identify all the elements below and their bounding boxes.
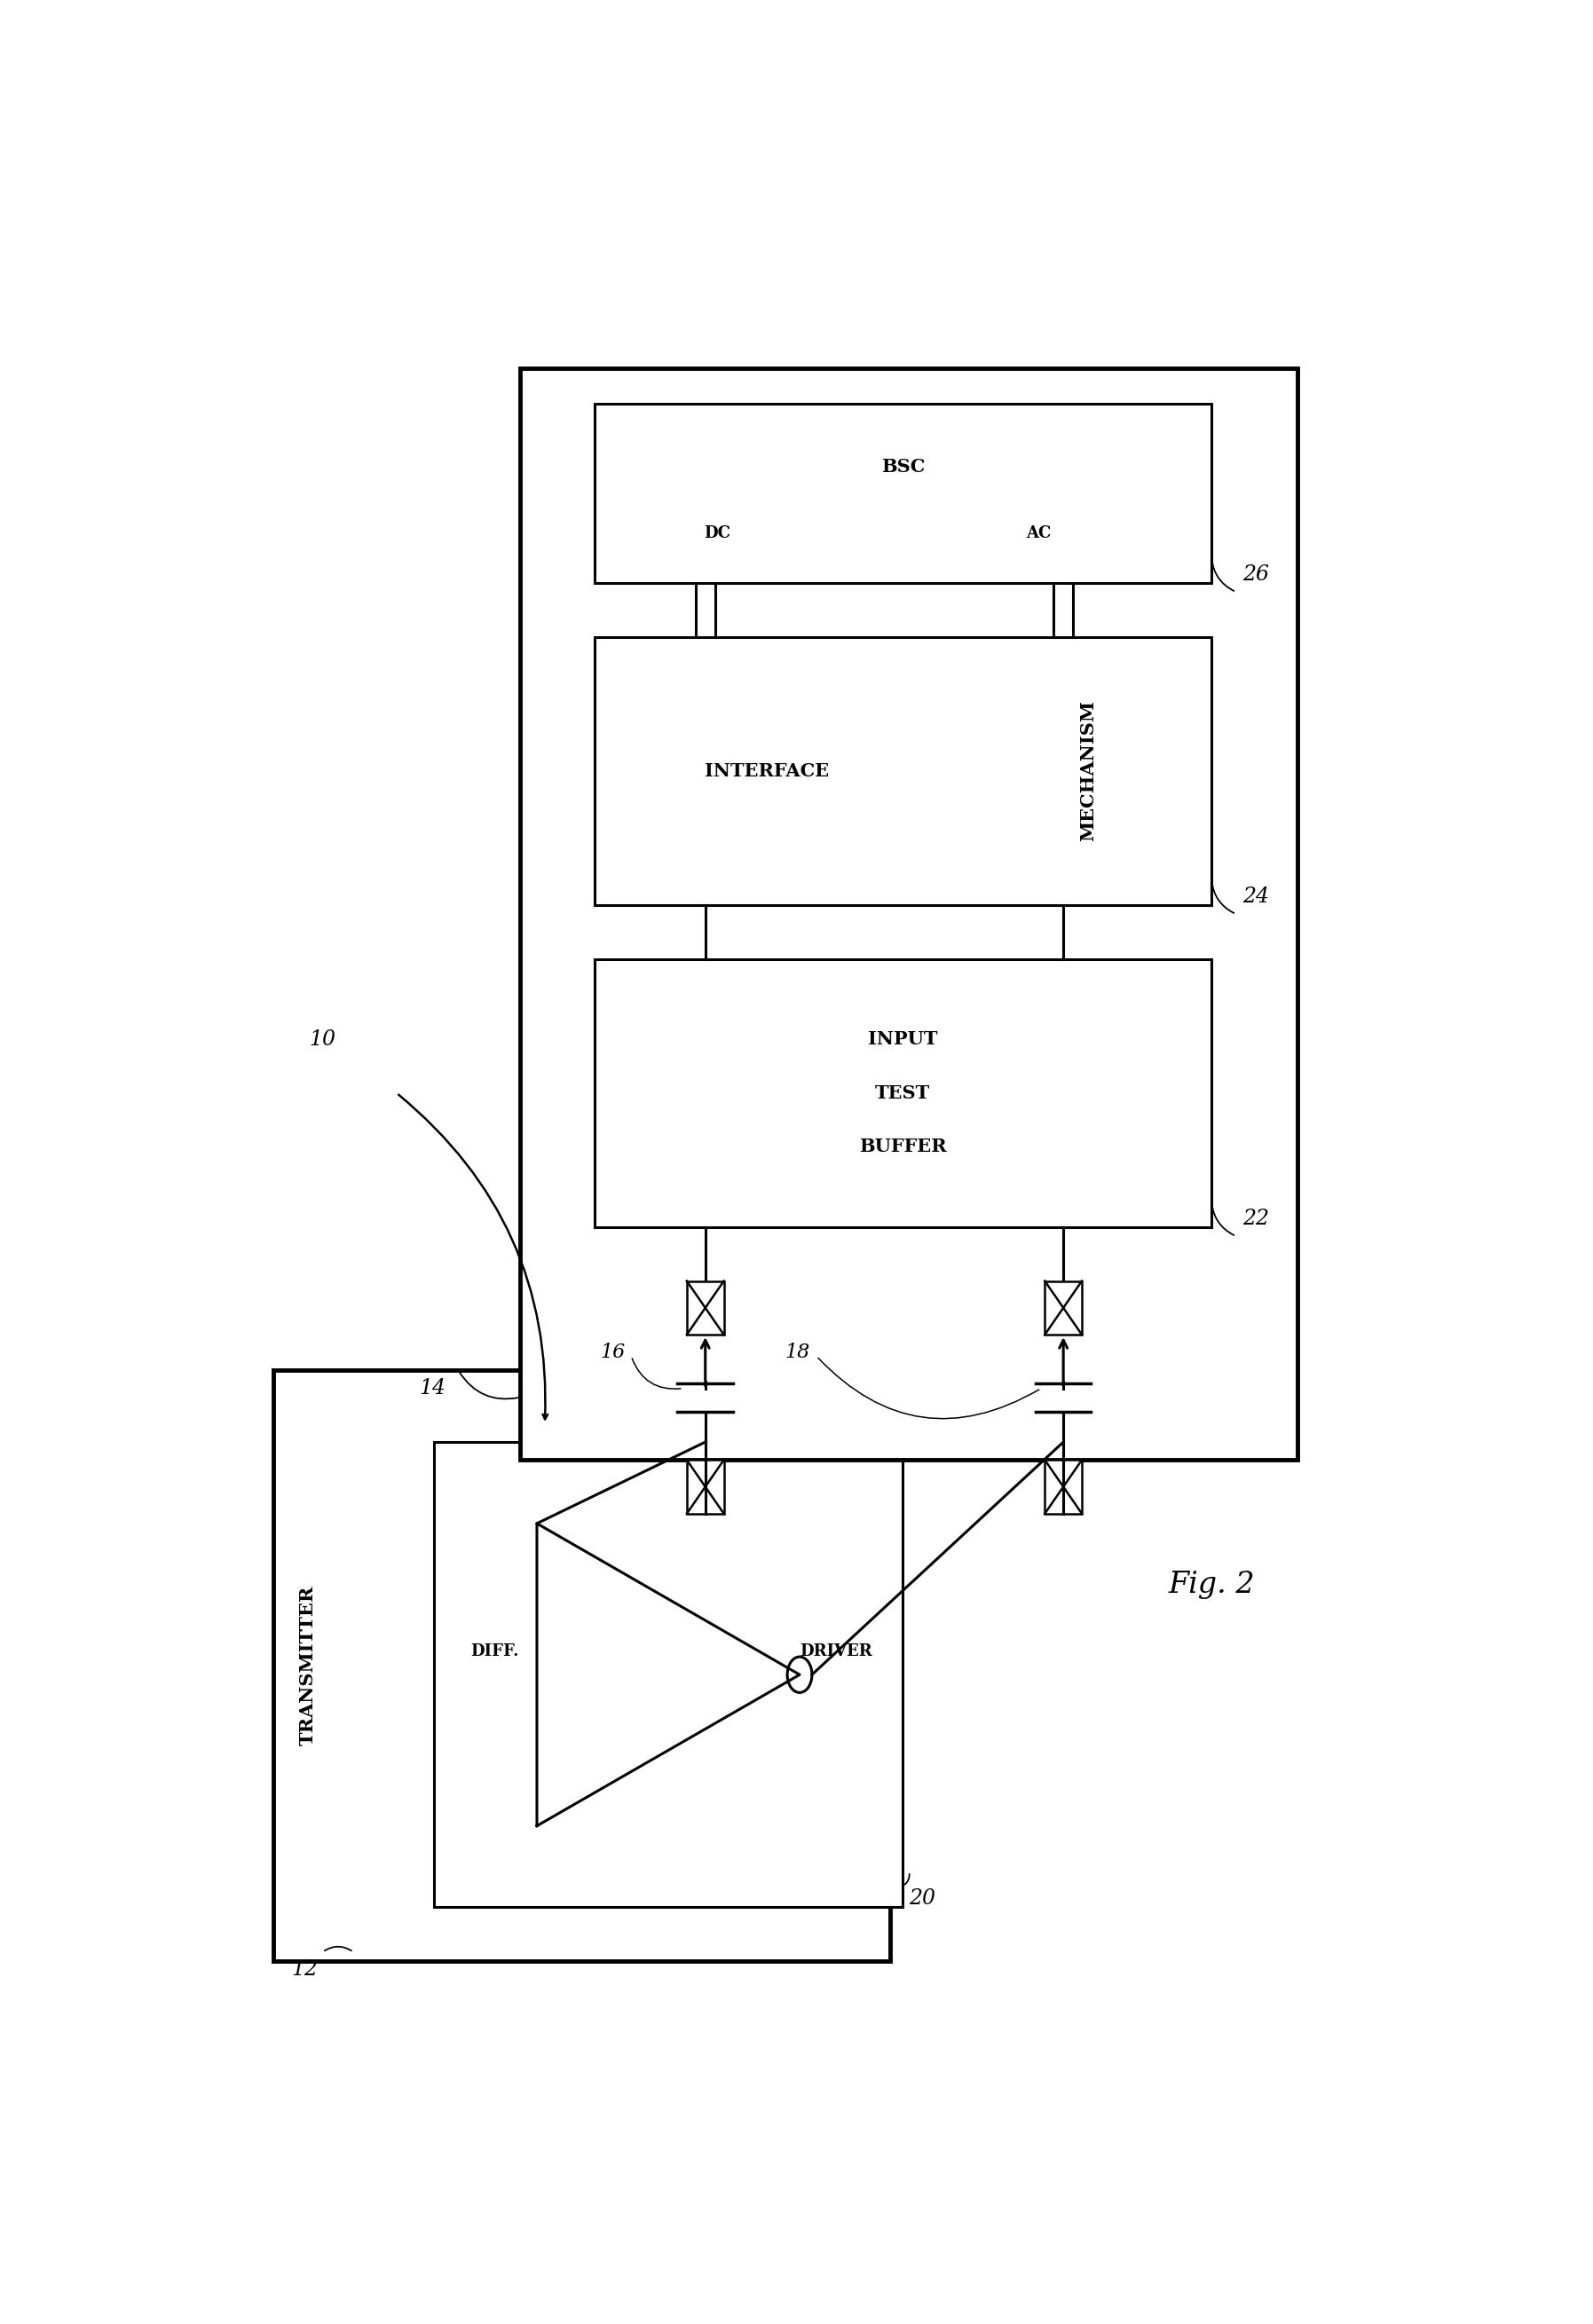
Text: DC: DC — [704, 525, 731, 541]
Text: 18: 18 — [785, 1343, 811, 1362]
Text: 26: 26 — [1243, 565, 1270, 583]
Text: AC: AC — [1026, 525, 1051, 541]
Text: DIFF.: DIFF. — [472, 1643, 519, 1659]
Bar — [1045, 1281, 1082, 1334]
Bar — [687, 1281, 723, 1334]
Text: MECHANISM: MECHANISM — [1078, 700, 1098, 841]
Text: INPUT: INPUT — [868, 1030, 938, 1048]
Bar — [594, 637, 1212, 904]
Text: 22: 22 — [1243, 1208, 1270, 1229]
Text: 14: 14 — [419, 1378, 446, 1399]
Bar — [594, 404, 1212, 583]
Bar — [519, 367, 1298, 1459]
Bar — [274, 1371, 890, 1961]
Text: 10: 10 — [309, 1030, 336, 1050]
Text: 24: 24 — [1243, 885, 1270, 906]
Text: BSC: BSC — [881, 458, 926, 476]
Text: 12: 12 — [292, 1959, 319, 1980]
Text: BUFFER: BUFFER — [859, 1139, 946, 1155]
Text: 16: 16 — [601, 1343, 624, 1362]
Text: DRIVER: DRIVER — [800, 1643, 871, 1659]
Text: 20: 20 — [910, 1887, 935, 1908]
Text: Fig. 2: Fig. 2 — [1168, 1571, 1255, 1599]
Bar — [687, 1459, 723, 1513]
Text: TEST: TEST — [875, 1085, 930, 1102]
Bar — [594, 960, 1212, 1227]
Text: TRANSMITTER: TRANSMITTER — [299, 1585, 317, 1745]
Bar — [433, 1441, 903, 1908]
Text: INTERFACE: INTERFACE — [704, 762, 830, 781]
Bar — [1045, 1459, 1082, 1513]
